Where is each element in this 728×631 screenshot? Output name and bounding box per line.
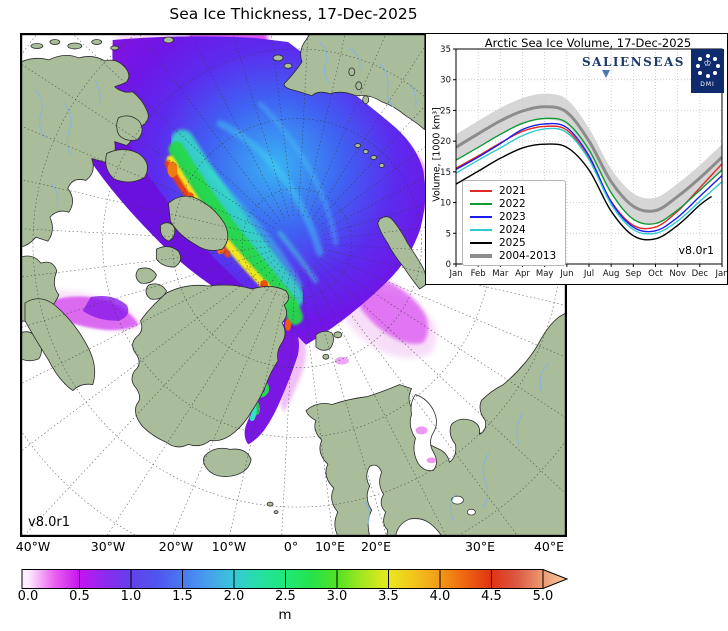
lon-tick-20w: 20°W [158,539,194,554]
thickness-colorbar [21,569,569,589]
inset-x-tick: Aug [603,269,620,279]
inset-x-tick: Jun [559,269,573,279]
salienseas-logo: SALIENSEAS [582,55,685,69]
legend-line-2023 [470,215,492,218]
inset-x-tick: Oct [648,269,663,279]
inland-seas [366,394,476,537]
inset-x-tick: Apr [515,269,530,279]
crown-icon: ♔ [703,59,712,69]
figure-title: Sea Ice Thickness, 17-Dec-2025 [169,5,418,23]
salienseas-sail-icon [602,70,610,78]
colorbar-tick-label: 4.0 [429,589,451,604]
colorbar-tick-label: 3.5 [378,589,399,604]
legend-line-2021 [470,189,492,192]
inset-y-tick: 35 [440,45,451,55]
legend-row-2025: 2025 [470,236,556,249]
inset-y-tick: 30 [440,76,451,86]
inset-x-tick: Sep [625,269,641,279]
dmi-dot [715,64,720,68]
lon-tick-0: 0° [283,539,299,554]
lon-tick-40e: 40°E [533,539,565,554]
colorbar-tick-label: 1.0 [120,589,142,604]
dmi-dot [712,56,717,61]
colorbar-tick-label: 2.5 [275,589,296,604]
lon-tick-30w: 30°W [90,539,126,554]
land [20,33,567,537]
chart-legend: 2021 2022 2023 2024 2025 2004-2013 [462,180,567,266]
legend-row-2022: 2022 [470,197,556,210]
map-frame [21,34,566,536]
lon-tick-10w: 10°W [211,539,247,554]
colorbar-tick-labels: 0.0 0.5 1.0 1.5 2.0 2.5 3.0 3.5 4.0 4.5 5.0 [18,589,578,605]
lon-tick-20e: 20°E [360,539,392,554]
dmi-dot [698,71,703,76]
inset-y-tick: 25 [440,106,451,116]
inset-y-tick: 0 [446,260,451,270]
inset-y-tick: 20 [440,137,451,147]
dmi-dot [705,74,710,78]
colorbar-tick-label: 5.0 [532,589,554,604]
colorbar-tick-label: 3.0 [326,589,348,604]
dmi-dot [712,71,717,76]
dmi-logo: ♔ DMI [691,49,724,93]
legend-line-2022 [470,202,492,205]
inset-x-tick: May [536,269,554,279]
lon-tick-30e: 30°E [464,539,496,554]
legend-row-2023: 2023 [470,210,556,223]
colorbar-tick-label: 0.0 [17,589,39,604]
dmi-dot [695,64,700,68]
legend-line-mean [470,253,492,258]
inset-x-tick: Mar [492,269,509,279]
inset-x-tick: Feb [471,269,486,279]
inset-title: Arctic Sea Ice Volume, 17-Dec-2025 [484,36,692,50]
inset-x-tick: Jan [448,269,462,279]
legend-row-mean: 2004-2013 [470,249,556,262]
colorbar-tick-label: 0.5 [69,589,90,604]
rivers [34,41,550,525]
lon-tick-40w: 40°W [15,539,51,554]
legend-row-2024: 2024 [470,223,556,236]
map-version-label: v8.0r1 [28,515,70,530]
legend-line-2025 [470,241,492,244]
inset-y-tick: 5 [446,229,451,239]
inset-x-tick: Jan [714,269,727,279]
inset-x-tick: Nov [669,269,686,279]
inset-y-tick: 15 [440,168,451,178]
lon-tick-10e: 10°E [314,539,346,554]
inset-x-tick: Jul [583,269,594,279]
inset-x-tick: Dec [692,269,709,279]
inset-version-label: v8.0r1 [678,244,714,257]
legend-row-2021: 2021 [470,184,556,197]
sea-ice-volume-inset: 0 5 10 15 20 25 30 35 Jan Feb Mar Apr May Jun Jul Aug Se… [425,33,728,285]
colorbar-unit-label: m [278,607,292,623]
colorbar-tick-label: 2.0 [223,589,245,604]
dmi-dot [698,56,703,61]
dmi-dot [705,54,710,58]
dmi-logo-text: DMI [700,81,715,88]
inset-y-tick: 10 [440,199,451,209]
colorbar-tick-label: 4.5 [481,589,502,604]
legend-line-2024 [470,228,492,231]
inset-y-axis-label: Volume, [1000 km³] [431,107,443,202]
colorbar-tick-label: 1.5 [172,589,193,604]
